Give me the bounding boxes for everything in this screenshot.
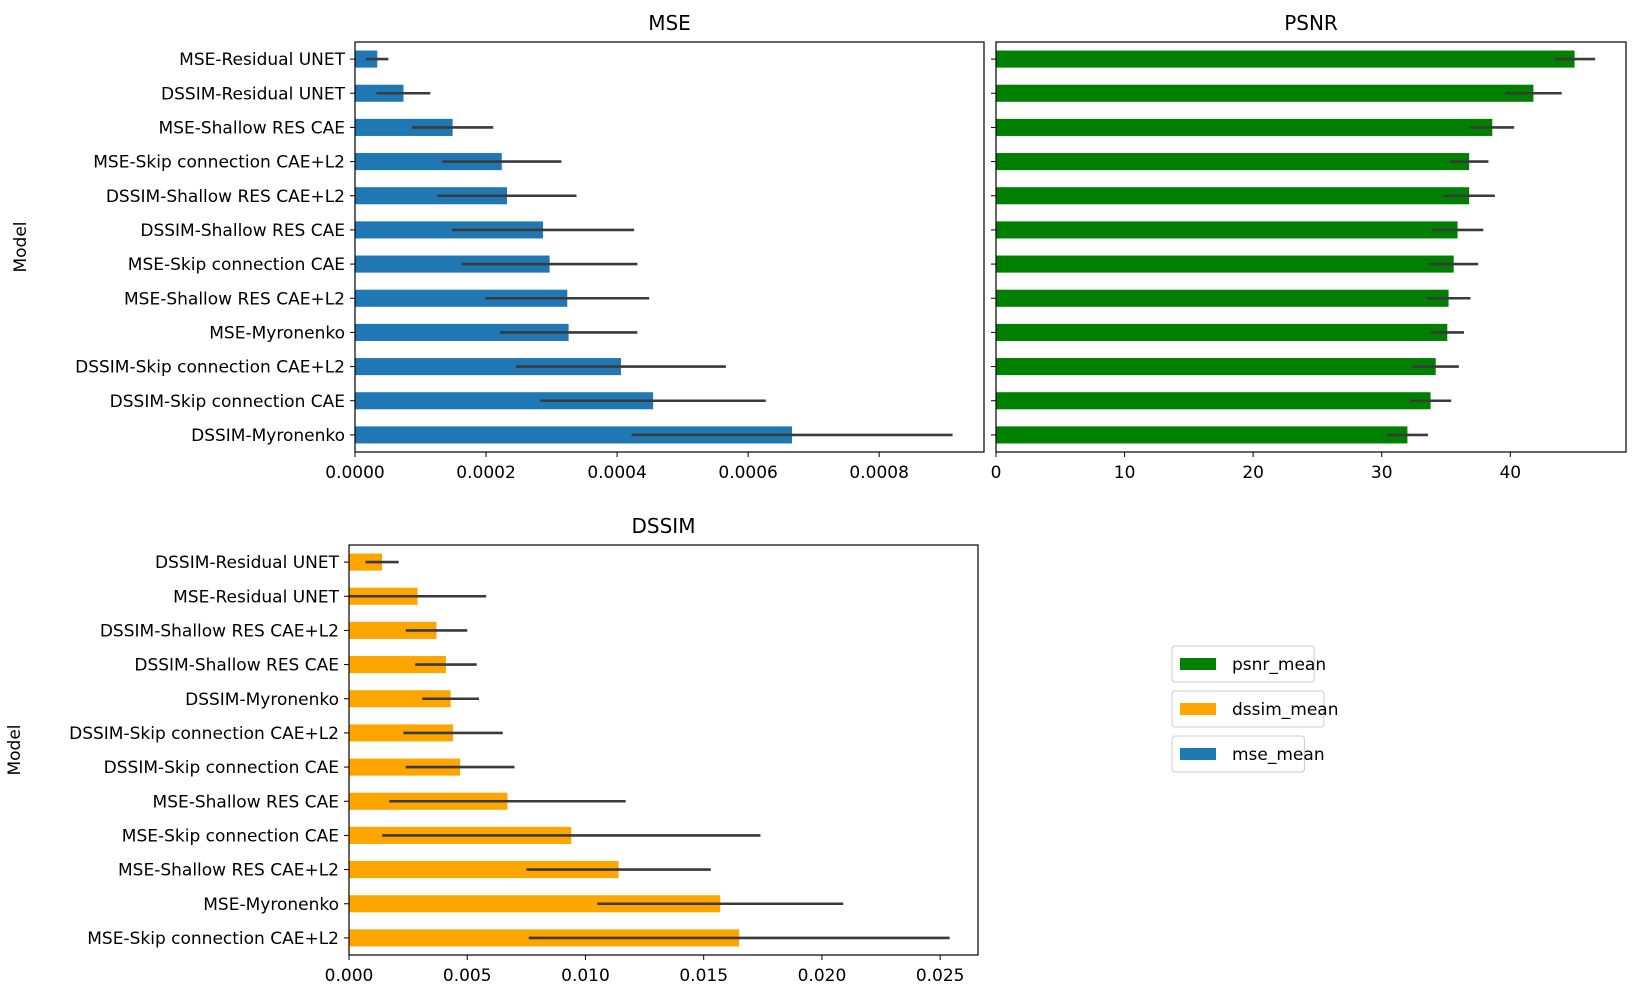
psnr-bar [996,323,1448,341]
mse-x-tick-label: 0.0006 [718,463,777,483]
dssim-chart-title: DSSIM [632,514,696,538]
mse-x-tick-label: 0.0000 [325,463,384,483]
psnr-x-tick-label: 30 [1371,463,1393,483]
mse-x-tick-label: 0.0004 [587,463,646,483]
mse-category-label: MSE-Myronenko [209,323,345,343]
dssim-bar [349,690,451,708]
psnr-bar [996,153,1470,171]
psnr-bar [996,392,1431,410]
mse-bar [355,221,544,239]
dssim-x-tick-label: 0.020 [798,966,847,986]
legend-label: mse_mean [1232,745,1325,765]
dssim-bar [349,656,446,674]
mse-category-label: MSE-Shallow RES CAE [159,118,345,138]
legend-label: psnr_mean [1232,655,1326,675]
mse-category-label: MSE-Residual UNET [179,50,345,70]
mse-category-label: DSSIM-Shallow RES CAE+L2 [106,187,345,207]
mse-bar [355,187,508,205]
mse-category-label: DSSIM-Myronenko [191,426,345,446]
mse-bar [355,358,622,376]
dssim-bar [349,758,461,776]
dssim-chart: DSSIM DSSIM-Residual UNET MSE-Residual UNE… [5,514,979,986]
dssim-x-tick-label: 0.015 [679,966,728,986]
dssim-category-label: MSE-Shallow RES CAE+L2 [118,861,339,881]
dssim-bar [349,553,383,571]
mse-bar [355,118,453,136]
dssim-bar [349,724,454,742]
mse-bar [355,255,550,273]
dssim-category-label: MSE-Myronenko [203,895,339,915]
mse-category-label: DSSIM-Shallow RES CAE [140,221,345,241]
dssim-x-tick-label: 0.025 [916,966,965,986]
legend-swatch [1180,703,1216,715]
dssim-category-label: MSE-Shallow RES CAE [153,792,339,812]
psnr-x-tick-label: 0 [991,463,1002,483]
mse-chart: MSE MSE-Residual UNET DSSIM-Residual UNET M… [11,11,985,483]
dssim-x-tick-label: 0.005 [443,966,492,986]
dssim-plot-frame [348,544,979,956]
mse-bar [355,426,793,444]
psnr-bar [996,255,1454,273]
psnr-bar [996,358,1436,376]
mse-plot-frame [354,41,985,453]
mse-category-label: DSSIM-Skip connection CAE [110,392,345,412]
dssim-bar [349,895,721,913]
legend-entry-frame [1171,645,1315,683]
psnr-bar [996,187,1470,205]
dssim-category-label: MSE-Residual UNET [173,587,339,607]
dssim-x-tick-label: 0.010 [561,966,610,986]
psnr-chart: PSNR 0 10 20 30 40 [991,11,1627,483]
dssim-category-label: DSSIM-Residual UNET [155,553,340,573]
psnr-bar [996,118,1493,136]
legend-entry-frame [1171,690,1325,728]
legend-swatch [1180,658,1216,670]
mse-category-label: MSE-Skip connection CAE+L2 [93,153,345,173]
mse-y-axis-label: Model [11,221,31,272]
psnr-bar [996,289,1449,307]
psnr-x-tick-label: 20 [1242,463,1264,483]
dssim-y-axis-label: Model [5,724,25,775]
dssim-x-tick-label: 0.000 [325,966,374,986]
legend-label: dssim_mean [1232,700,1339,720]
dssim-category-label: MSE-Skip connection CAE+L2 [87,929,339,949]
mse-bar [355,289,568,307]
mse-category-label: MSE-Shallow RES CAE+L2 [124,289,345,309]
psnr-bar [996,84,1534,102]
legend-entry-frame [1171,735,1305,773]
legend: psnr_mean dssim_mean mse_mean [1171,645,1339,773]
psnr-x-tick-label: 10 [1114,463,1136,483]
mse-x-tick-label: 0.0008 [849,463,908,483]
psnr-chart-title: PSNR [1284,11,1338,35]
mse-category-label: DSSIM-Residual UNET [161,84,346,104]
psnr-bar [996,221,1458,239]
psnr-x-tick-label: 40 [1499,463,1521,483]
psnr-plot-frame [995,41,1627,453]
dssim-bar [349,861,619,879]
mse-chart-title: MSE [648,11,691,35]
dssim-category-label: MSE-Skip connection CAE [122,826,339,846]
legend-swatch [1180,748,1216,760]
dssim-bar [349,621,437,639]
mse-x-tick-label: 0.0002 [456,463,515,483]
mse-category-label: MSE-Skip connection CAE [128,255,345,275]
psnr-bar [996,426,1408,444]
dssim-category-label: DSSIM-Shallow RES CAE+L2 [100,621,339,641]
psnr-bar [996,50,1575,68]
dssim-category-label: DSSIM-Shallow RES CAE [134,656,339,676]
dssim-category-label: DSSIM-Skip connection CAE+L2 [69,724,339,744]
mse-bar [355,392,654,410]
mse-bar [355,153,502,171]
dssim-category-label: DSSIM-Myronenko [185,690,339,710]
mse-category-label: DSSIM-Skip connection CAE+L2 [75,358,345,378]
dssim-category-label: DSSIM-Skip connection CAE [104,758,339,778]
mse-bar [355,323,569,341]
